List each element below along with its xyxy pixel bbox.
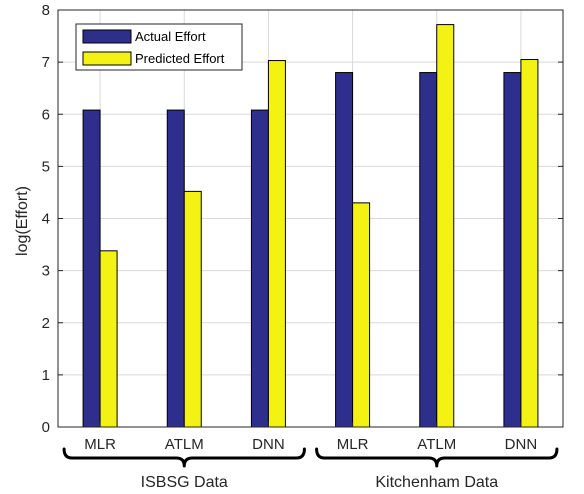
bar-predicted-effort — [436, 24, 455, 428]
group-label: ISBSG Data — [141, 474, 228, 491]
bar-actual-effort — [166, 109, 185, 428]
bar-actual-effort — [419, 72, 438, 428]
bar-actual-effort — [335, 72, 354, 428]
x-tick-label: ATLM — [417, 436, 456, 453]
x-tick-label: DNN — [505, 436, 538, 453]
y-tick-label: 8 — [42, 2, 50, 19]
bars — [82, 24, 539, 428]
gridlines — [58, 9, 563, 428]
bar-predicted-effort — [183, 190, 202, 428]
bar-predicted-effort — [99, 250, 118, 428]
y-tick-label: 2 — [42, 315, 50, 332]
tick-labels: 0 1 2 3 4 5 6 7 8 MLR ATLM DNN MLR ATLM DNN — [42, 2, 538, 453]
group-braces: ISBSG Data Kitchenham Data — [62, 447, 559, 491]
y-tick-label: 3 — [42, 263, 50, 280]
x-tick-label: DNN — [252, 436, 285, 453]
bar-predicted-effort — [352, 202, 371, 428]
y-tick-label: 0 — [42, 419, 50, 436]
x-tick-label: ATLM — [165, 436, 204, 453]
axes-box — [57, 9, 564, 428]
bar-predicted-effort — [520, 59, 539, 428]
group-brace — [62, 447, 306, 468]
legend-label-actual-effort: Actual Effort — [135, 29, 206, 44]
y-tick-label: 1 — [42, 367, 50, 384]
legend-swatch-predicted-effort — [82, 51, 132, 66]
y-axis-label: log(Effort) — [14, 186, 31, 256]
y-tick-label: 4 — [42, 211, 50, 228]
group-label: Kitchenham Data — [375, 474, 498, 491]
y-tick-label: 7 — [42, 54, 50, 71]
y-tick-label: 6 — [42, 106, 50, 123]
bar-actual-effort — [82, 109, 101, 428]
bar-actual-effort — [503, 72, 522, 428]
y-tick-label: 5 — [42, 158, 50, 175]
legend: Actual Effort Predicted Effort — [75, 23, 243, 71]
x-tick-label: MLR — [84, 436, 116, 453]
x-tick-label: MLR — [337, 436, 369, 453]
axes — [57, 9, 564, 428]
bar-actual-effort — [250, 109, 269, 428]
legend-swatch-actual-effort — [82, 29, 132, 44]
group-brace — [315, 447, 559, 468]
bar-predicted-effort — [267, 60, 286, 428]
legend-label-predicted-effort: Predicted Effort — [135, 51, 225, 66]
